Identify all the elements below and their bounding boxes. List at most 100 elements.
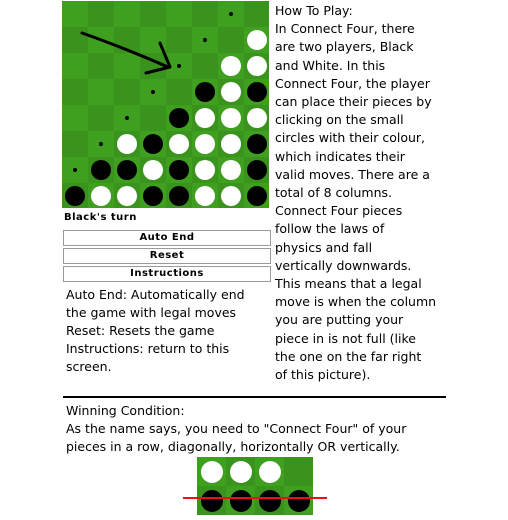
how-to-play-line: valid moves. There are a [275,166,430,182]
board-cell [88,105,114,131]
section-divider [63,396,446,398]
white-piece [195,134,215,154]
turn-status: Black's turn [64,212,137,223]
how-to-play-line: which indicates their [275,148,405,164]
board-cell [62,105,88,131]
how-to-play-line: total of 8 columns. [275,185,393,201]
control-note-line: screen. [66,359,112,374]
white-piece [247,30,267,50]
auto-end-button[interactable]: Auto End [63,230,271,246]
winning-line: pieces in a row, diagonally, horizontall… [66,439,400,454]
control-notes: Auto End: Automatically end the game wit… [66,286,276,376]
board-cell [62,27,88,53]
valid-move-marker[interactable] [151,90,155,94]
white-piece [117,186,137,206]
how-to-play-line: circles with their colour, [275,130,425,146]
board-cell [192,53,218,79]
valid-move-marker[interactable] [177,64,181,68]
white-piece [195,186,215,206]
how-to-play-line: you are putting your [275,312,404,328]
valid-move-marker[interactable] [99,142,103,146]
game-board[interactable] [62,1,269,208]
white-piece [195,160,215,180]
how-to-play-text: How To Play: In Connect Four, there are … [275,2,507,384]
how-to-play-line: the one on the far right [275,348,422,364]
valid-move-marker[interactable] [203,38,207,42]
board-cell [114,27,140,53]
how-to-play-line: are two players, Black [275,39,414,55]
black-piece [65,186,85,206]
instructions-button[interactable]: Instructions [63,266,271,282]
white-piece [229,460,252,483]
board-cell [114,1,140,27]
winning-line: As the name says, you need to "Connect F… [66,421,407,436]
white-piece [169,134,189,154]
how-to-play-line: Connect Four pieces [275,203,403,219]
control-note-line: Auto End: Automatically end [66,287,245,302]
how-to-play-heading: How To Play: [275,3,353,18]
board-cell [140,1,166,27]
black-piece [247,82,267,102]
white-piece [117,134,137,154]
white-piece [91,186,111,206]
black-piece [143,134,163,154]
example-cell [284,457,313,486]
white-piece [258,460,281,483]
valid-move-marker[interactable] [229,12,233,16]
white-piece [247,56,267,76]
black-piece [287,489,310,512]
how-to-play-line: follow the laws of [275,221,385,237]
board-cell [62,1,88,27]
how-to-play-line: This means that a legal [275,276,422,292]
white-piece [143,160,163,180]
control-note-line: Reset: Resets the game [66,323,215,338]
black-piece [143,186,163,206]
black-piece [200,489,223,512]
board-cell [192,1,218,27]
how-to-play-line: physics and fall [275,239,373,255]
board-cell [218,27,244,53]
how-to-play-line: clicking on the small [275,112,404,128]
black-piece [117,160,137,180]
how-to-play-line: of this picture). [275,367,371,383]
board-cell [244,1,269,27]
how-to-play-line: can place their pieces by [275,94,432,110]
reset-button[interactable]: Reset [63,248,271,264]
how-to-play-line: Connect Four, the player [275,75,430,91]
board-cell [114,79,140,105]
valid-move-marker[interactable] [125,116,129,120]
board-cell [88,27,114,53]
board-cell [88,79,114,105]
white-piece [221,56,241,76]
board-cell [88,1,114,27]
how-to-play-line: piece in is not full (like [275,330,416,346]
black-piece [247,160,267,180]
white-piece [247,108,267,128]
black-piece [258,489,281,512]
win-strike-line [183,497,327,499]
board-cell [88,53,114,79]
board-cell [62,131,88,157]
board-cell [166,79,192,105]
white-piece [200,460,223,483]
board-cell [114,53,140,79]
board-cell [166,1,192,27]
how-to-play-line: vertically downwards. [275,257,412,273]
white-piece [221,160,241,180]
how-to-play-line: In Connect Four, there [275,21,415,37]
how-to-play-line: move is when the column [275,294,437,310]
white-piece [221,82,241,102]
winning-heading: Winning Condition: [66,403,185,418]
white-piece [221,134,241,154]
example-board [197,457,313,515]
board-cell [62,53,88,79]
black-piece [247,134,267,154]
valid-move-marker[interactable] [73,168,77,172]
board-cell [62,79,88,105]
black-piece [169,160,189,180]
black-piece [229,489,252,512]
white-piece [221,186,241,206]
control-note-line: Instructions: return to this [66,341,230,356]
board-cell [140,27,166,53]
black-piece [195,82,215,102]
